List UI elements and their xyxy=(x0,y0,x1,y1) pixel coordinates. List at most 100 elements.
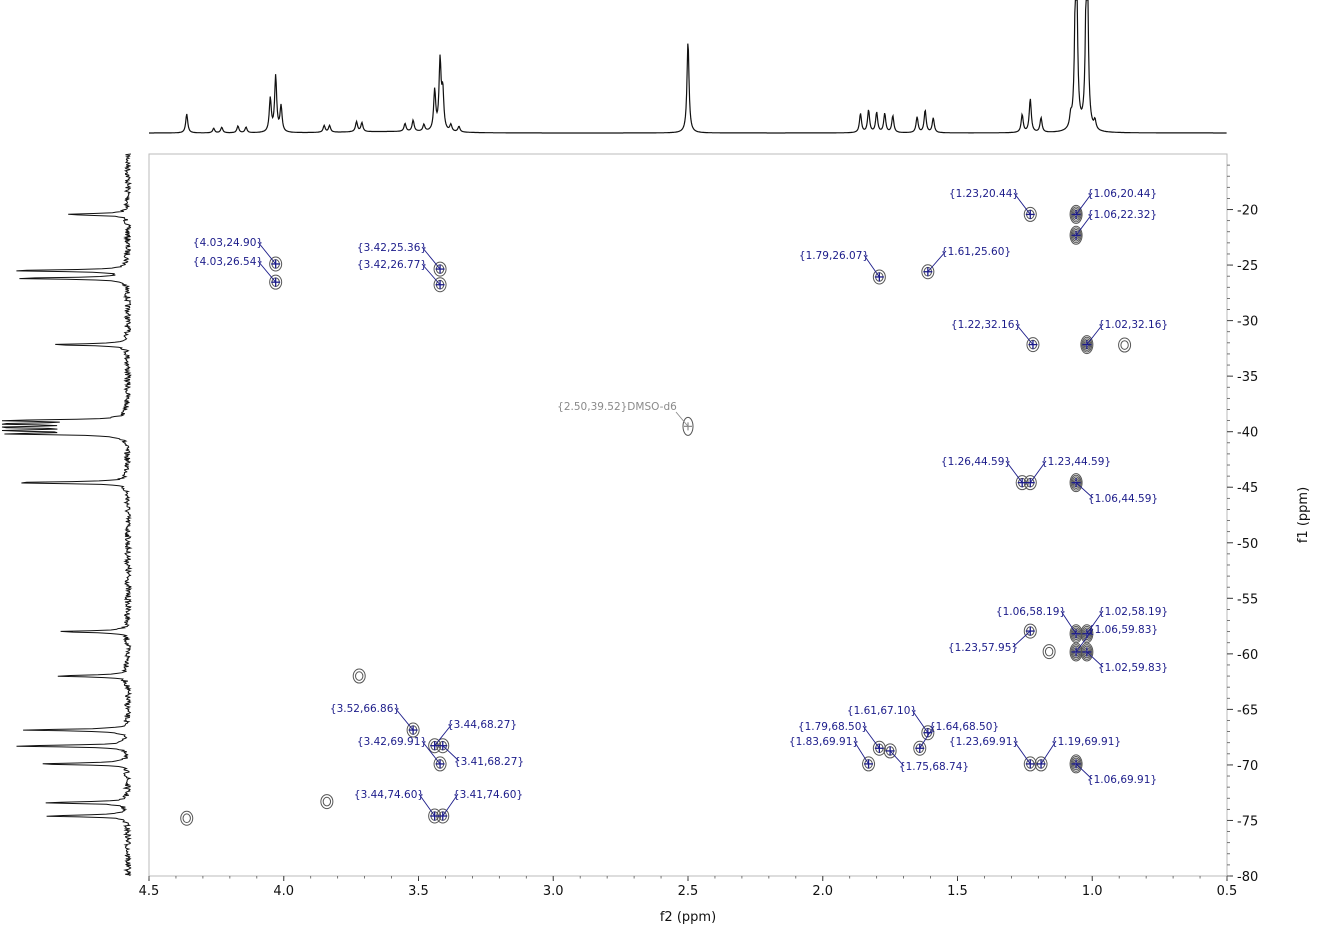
peak-label: {1.06,44.59} xyxy=(1088,493,1158,505)
peak-leader-line xyxy=(1015,323,1034,345)
peak-label: {4.03,26.54} xyxy=(193,256,263,268)
contour-peak xyxy=(1080,335,1094,355)
peak-label: {1.06,22.32} xyxy=(1087,209,1157,221)
plot-frame xyxy=(148,153,1228,877)
peak-leader-line xyxy=(257,241,277,265)
contour-unlabeled xyxy=(1118,337,1132,353)
contour-peak xyxy=(1081,644,1093,660)
contour-unlabeled xyxy=(1120,340,1129,350)
contour-peak xyxy=(433,277,447,293)
contour-peak xyxy=(1081,625,1093,642)
peak-label: {1.26,44.59} xyxy=(941,456,1011,468)
peak-label: {1.23,69.91} xyxy=(949,736,1019,748)
contour-peak xyxy=(1070,474,1082,491)
f1-projection-trace xyxy=(1,153,133,877)
peak-leader-line xyxy=(394,707,414,731)
contour-unlabeled xyxy=(352,668,366,684)
solvent-leader-line xyxy=(675,411,689,427)
peak-leader-line xyxy=(927,250,947,273)
peak-label: {4.03,24.90} xyxy=(193,237,263,249)
y-tick-label: -50 xyxy=(1237,537,1258,552)
peak-leader-line xyxy=(421,246,441,270)
peak-leader-line xyxy=(1086,610,1104,635)
peak-label: {1.79,68.50} xyxy=(798,721,868,733)
peak-leader-line xyxy=(1060,610,1077,634)
peak-leader-line xyxy=(1075,192,1093,215)
contour-peak xyxy=(913,740,927,756)
peak-leader-line xyxy=(442,793,459,817)
x-tick-label: 3.5 xyxy=(408,884,429,899)
contour-peak xyxy=(1069,225,1083,245)
peak-label: {1.61,67.10} xyxy=(847,705,917,717)
contour-peak xyxy=(1069,473,1083,493)
y-tick-label: -80 xyxy=(1237,870,1258,885)
peak-label: {1.06,69.91} xyxy=(1087,774,1157,786)
peak-label: {3.41,74.60} xyxy=(453,789,523,801)
peak-leader-line xyxy=(1075,628,1094,653)
peak-leader-line xyxy=(1075,482,1094,499)
contour-peak xyxy=(269,274,283,290)
peak-label: {1.23,57.95} xyxy=(948,642,1018,654)
peak-leader-line xyxy=(919,725,935,749)
y-tick-label: -45 xyxy=(1237,481,1258,496)
peak-leader-line xyxy=(911,709,929,733)
contour-unlabeled xyxy=(180,810,194,826)
peak-label: {1.02,58.19} xyxy=(1098,606,1168,618)
contour-peak xyxy=(1034,756,1048,772)
contour-peak xyxy=(921,725,935,741)
f1-projection xyxy=(1,153,133,877)
contour-peak xyxy=(1023,623,1037,639)
peak-label: {3.42,26.77} xyxy=(357,259,427,271)
y-tick-label: -55 xyxy=(1237,592,1258,607)
y-tick-label: -20 xyxy=(1237,204,1258,219)
peak-label: {1.19,69.91} xyxy=(1051,736,1121,748)
contour-unlabeled xyxy=(1044,646,1054,657)
contour-unlabeled xyxy=(320,794,334,810)
peak-leader-line xyxy=(1005,460,1023,483)
contour-peak xyxy=(862,756,876,772)
peak-leader-line xyxy=(1029,460,1047,483)
x-tick-label: 3.0 xyxy=(543,884,564,899)
peak-leader-line xyxy=(421,263,441,286)
contour-unlabeled xyxy=(355,671,364,681)
peak-label: {3.52,66.86} xyxy=(330,703,400,715)
contour-peak xyxy=(1081,336,1093,353)
contour-peak xyxy=(1069,754,1083,774)
peak-label: {1.23,44.59} xyxy=(1041,456,1111,468)
x-axis: 4.5 4.0 3.5 3.0 2.5 2.0 1.5 1.0 0.5 xyxy=(139,876,1238,899)
y-tick-label: -60 xyxy=(1237,648,1258,663)
contour-solvent xyxy=(682,416,694,436)
y-tick-label: -70 xyxy=(1237,759,1258,774)
peak-label: {3.42,25.36} xyxy=(357,242,427,254)
peak-leader-line xyxy=(442,745,460,762)
peak-label: {1.64,68.50} xyxy=(929,721,999,733)
y-axis: -20 -25 -30 -35 -40 -45 -50 -55 -60 -65 -70 -75 -80 xyxy=(1227,164,1258,885)
contour-peak xyxy=(1070,227,1082,244)
contour-peak xyxy=(1069,204,1083,224)
peak-leader-line xyxy=(434,723,453,746)
x-tick-label: 1.5 xyxy=(947,884,968,899)
peak-label: {1.61,25.60} xyxy=(941,246,1011,258)
y-axis-label: f1 (ppm) xyxy=(1296,487,1311,543)
peak-leader-line xyxy=(853,740,869,765)
peak-label: {3.41,68.27} xyxy=(454,756,524,768)
x-tick-label: 0.5 xyxy=(1217,884,1238,899)
contour-peak xyxy=(1080,642,1094,662)
peak-leader-line xyxy=(1012,630,1031,648)
contour-peak xyxy=(1026,337,1040,353)
peak-leader-line xyxy=(1086,651,1104,668)
peak-leader-line xyxy=(1013,740,1031,765)
y-tick-label: -35 xyxy=(1237,370,1258,385)
y-tick-label: -30 xyxy=(1237,315,1258,330)
peak-label: {3.44,74.60} xyxy=(354,789,424,801)
contour-peak xyxy=(433,261,447,277)
contour-peak xyxy=(1070,206,1082,223)
peak-label: {3.44,68.27} xyxy=(447,719,517,731)
peak-label: {1.06,20.44} xyxy=(1087,188,1157,200)
peak-leader-line xyxy=(1086,323,1104,345)
x-tick-label: 4.0 xyxy=(273,884,294,899)
contour-peak xyxy=(883,743,897,759)
peak-leader-line xyxy=(889,750,905,767)
x-tick-label: 2.5 xyxy=(678,884,699,899)
